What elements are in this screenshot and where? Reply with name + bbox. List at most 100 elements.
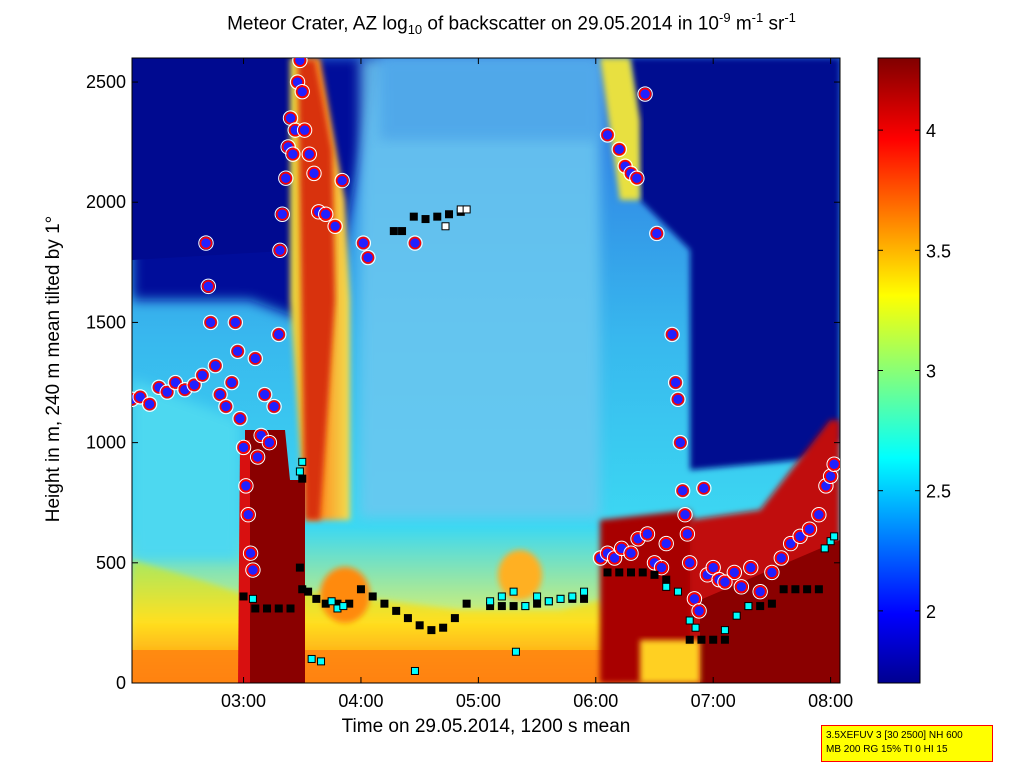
marker-circle-halo bbox=[296, 122, 313, 138]
marker-circle bbox=[688, 592, 701, 606]
marker-circle bbox=[328, 219, 342, 233]
marker-circle-halo bbox=[674, 482, 691, 499]
marker-circle-halo bbox=[826, 456, 840, 472]
marker-circle bbox=[361, 251, 375, 264]
colorbar-tick-label: 2.5 bbox=[926, 482, 951, 502]
y-axis-label: Height in m, 240 m mean tilted by 1° bbox=[43, 215, 64, 523]
marker-square bbox=[830, 532, 839, 541]
marker-square bbox=[533, 599, 542, 608]
marker-circle-halo bbox=[639, 526, 656, 542]
colorbar bbox=[877, 57, 921, 684]
marker-square bbox=[427, 626, 436, 635]
marker-circle bbox=[143, 397, 156, 411]
marker-circle bbox=[612, 143, 626, 156]
marker-square bbox=[251, 604, 260, 613]
marker-circle bbox=[246, 563, 260, 577]
x-tick-label: 03:00 bbox=[221, 691, 266, 711]
y-tick-label: 500 bbox=[96, 553, 126, 573]
marker-circle-halo bbox=[667, 374, 684, 391]
marker-circle-halo bbox=[207, 357, 224, 374]
marker-circle-halo bbox=[238, 478, 254, 494]
marker-circle bbox=[683, 556, 697, 570]
marker-square bbox=[556, 594, 565, 603]
marker-circle bbox=[239, 479, 253, 493]
marker-square bbox=[509, 602, 518, 611]
marker-square bbox=[709, 635, 718, 644]
marker-circle bbox=[601, 128, 614, 142]
marker-square bbox=[295, 563, 304, 572]
marker-circle bbox=[219, 400, 233, 413]
marker-square bbox=[615, 568, 624, 577]
marker-circle-halo bbox=[811, 507, 827, 523]
marker-circle bbox=[302, 147, 316, 161]
marker-circle-halo bbox=[292, 58, 308, 69]
marker-circle-halo bbox=[658, 535, 674, 552]
x-tick-label: 05:00 bbox=[456, 691, 501, 711]
marker-circle-halo bbox=[743, 559, 759, 576]
heatmap-field bbox=[132, 58, 840, 683]
y-tick-label: 1500 bbox=[86, 312, 126, 332]
marker-circle-halo bbox=[726, 564, 743, 581]
marker-circle bbox=[202, 280, 215, 293]
marker-circle bbox=[655, 561, 668, 574]
marker-square bbox=[403, 614, 412, 623]
marker-square bbox=[720, 626, 729, 635]
marker-circle-halo bbox=[271, 326, 287, 343]
marker-circle-halo bbox=[752, 583, 768, 600]
marker-square bbox=[486, 597, 495, 606]
y-tick-label: 2000 bbox=[86, 192, 126, 212]
marker-circle-halo bbox=[696, 480, 712, 496]
marker-square bbox=[580, 594, 589, 603]
marker-circle-halo bbox=[679, 526, 696, 542]
marker-square bbox=[791, 585, 800, 594]
marker-circle-halo bbox=[266, 398, 282, 415]
marker-circle-halo bbox=[245, 562, 261, 578]
marker-circle bbox=[244, 546, 257, 560]
marker-circle-halo bbox=[670, 391, 686, 408]
marker-square bbox=[462, 599, 471, 608]
marker-circle-halo bbox=[301, 146, 317, 162]
marker-square bbox=[398, 227, 407, 236]
marker-circle-halo bbox=[629, 170, 645, 186]
marker-circle bbox=[335, 174, 349, 187]
marker-circle bbox=[671, 393, 685, 406]
marker-circle bbox=[659, 537, 673, 550]
marker-circle bbox=[231, 344, 244, 358]
marker-square bbox=[779, 585, 788, 594]
marker-square bbox=[317, 657, 326, 666]
marker-circle bbox=[812, 508, 826, 522]
marker-circle bbox=[209, 359, 222, 372]
marker-circle bbox=[650, 227, 664, 240]
marker-square bbox=[450, 614, 459, 623]
marker-square bbox=[662, 582, 671, 591]
marker-circle bbox=[641, 527, 654, 541]
marker-circle-halo bbox=[261, 434, 278, 451]
marker-circle bbox=[275, 207, 289, 221]
marker-square bbox=[673, 587, 682, 596]
y-tick-label: 1000 bbox=[86, 433, 126, 453]
marker-circle bbox=[408, 236, 422, 250]
marker-circle-halo bbox=[232, 410, 248, 427]
marker-square bbox=[307, 654, 316, 663]
marker-circle-halo bbox=[294, 83, 310, 100]
marker-square bbox=[356, 585, 365, 594]
marker-square bbox=[580, 587, 589, 596]
marker-circle bbox=[160, 385, 174, 399]
marker-circle-halo bbox=[691, 603, 707, 619]
marker-circle-halo bbox=[653, 559, 670, 576]
marker-circle bbox=[753, 585, 767, 598]
marker-circle-halo bbox=[637, 86, 653, 102]
marker-circle bbox=[765, 566, 779, 579]
marker-circle bbox=[286, 147, 300, 161]
marker-circle bbox=[284, 111, 297, 125]
marker-circle bbox=[319, 207, 333, 221]
marker-circle bbox=[824, 469, 837, 483]
colorbar-tick-label: 3 bbox=[926, 362, 936, 382]
plot-frame bbox=[131, 57, 841, 684]
marker-square bbox=[248, 594, 257, 603]
marker-circle bbox=[803, 522, 816, 536]
y-tick-label: 0 bbox=[116, 673, 126, 693]
marker-circle bbox=[258, 388, 271, 401]
marker-square bbox=[497, 602, 506, 611]
marker-circle bbox=[229, 316, 242, 329]
